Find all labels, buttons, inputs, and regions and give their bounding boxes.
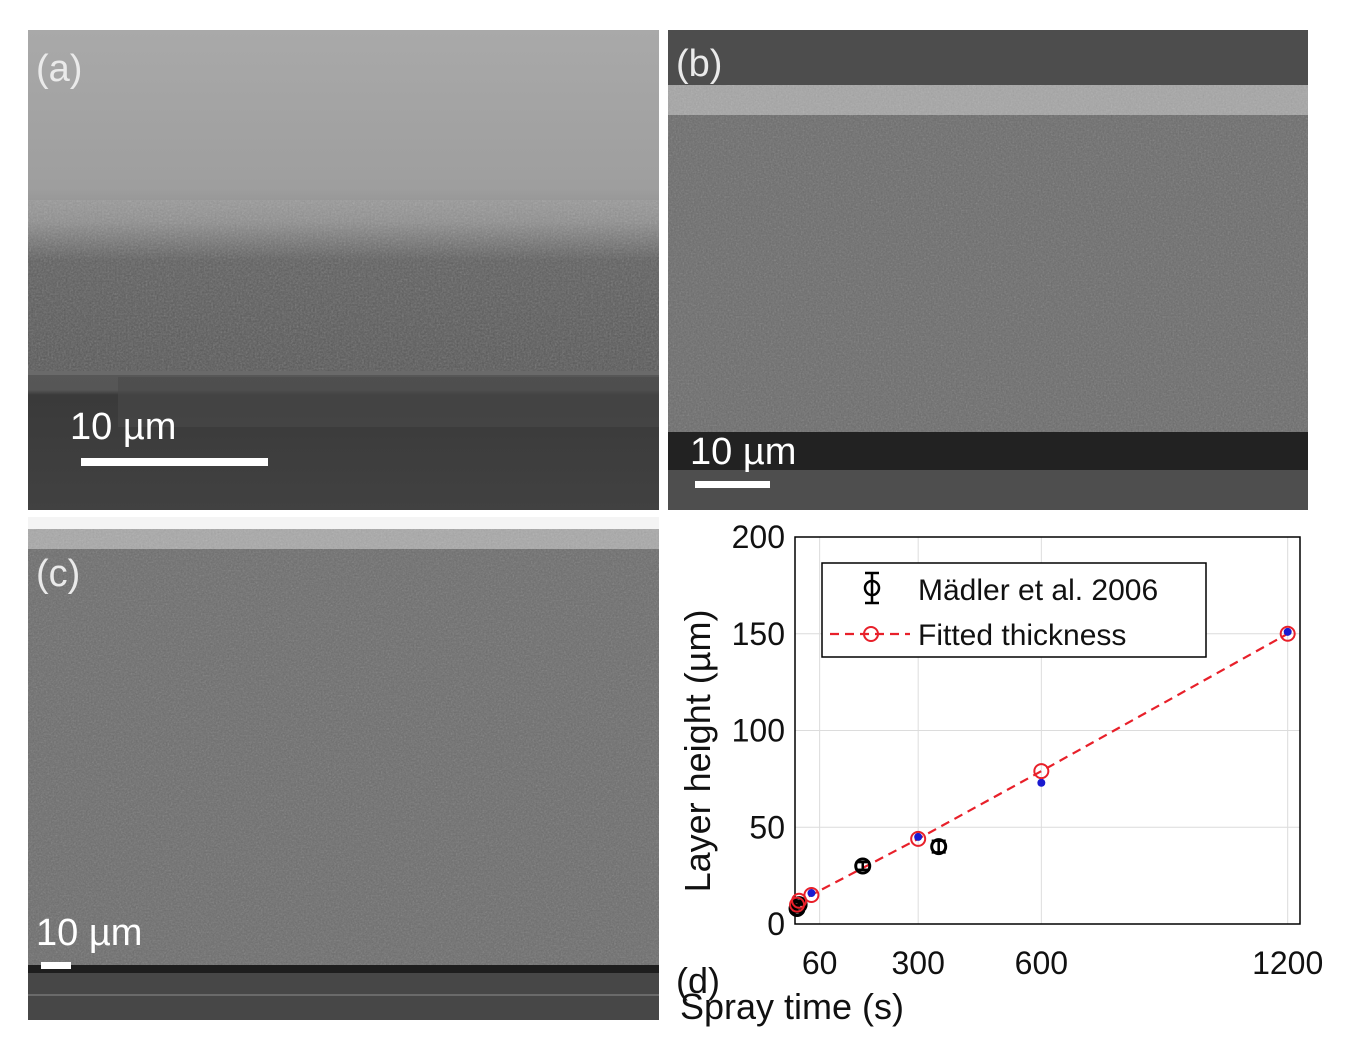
plot-frame bbox=[794, 536, 1301, 925]
legend: Mädler et al. 2006 Fitted thickness bbox=[821, 562, 1207, 658]
fitted-point bbox=[910, 830, 927, 847]
scale-bar-a bbox=[81, 458, 268, 466]
y-tick-label: 200 bbox=[732, 519, 785, 555]
inner-data-point bbox=[914, 832, 923, 841]
y-tick-label: 50 bbox=[749, 809, 785, 845]
sem-image-c bbox=[28, 517, 659, 1020]
inner-data-point bbox=[1283, 627, 1292, 636]
scale-bar-label-a: 10 µm bbox=[70, 406, 177, 448]
sem-image-a bbox=[28, 30, 659, 510]
fitted-point bbox=[1033, 763, 1050, 780]
data-marker bbox=[930, 838, 948, 856]
x-tick-label: 300 bbox=[891, 945, 944, 981]
inner-data-point bbox=[1037, 778, 1046, 787]
y-tick-label: 150 bbox=[732, 616, 785, 652]
sem-panel-a: (a) 10 µm bbox=[28, 30, 659, 510]
panel-label-c: (c) bbox=[36, 553, 81, 595]
legend-label-madler: Mädler et al. 2006 bbox=[918, 574, 1158, 607]
y-tick-label: 100 bbox=[732, 713, 785, 749]
legend-marker-madler bbox=[863, 571, 881, 605]
y-tick-labels: 0 50 100 150 200 bbox=[732, 519, 785, 942]
scale-bar-label-b: 10 µm bbox=[690, 431, 797, 473]
panel-label-b: (b) bbox=[676, 43, 723, 85]
data-marker bbox=[854, 857, 872, 875]
legend-box bbox=[821, 562, 1207, 658]
y-tick-label: 0 bbox=[767, 906, 785, 942]
x-tick-label: 60 bbox=[802, 945, 838, 981]
chart-panel-d: 60 300 600 1200 0 50 100 150 200 Spray time (s)… bbox=[660, 517, 1360, 1051]
chart-svg: 60 300 600 1200 0 50 100 150 200 Spray time (s)… bbox=[676, 519, 1323, 1027]
data-point-madler bbox=[930, 838, 948, 856]
fitted-point bbox=[1279, 625, 1296, 642]
inner-data-point bbox=[807, 889, 816, 898]
legend-label-fitted: Fitted thickness bbox=[918, 619, 1126, 652]
data-point-madler bbox=[854, 857, 872, 875]
panel-label-d: (d) bbox=[676, 960, 720, 1001]
x-axis-label: Spray time (s) bbox=[680, 986, 904, 1027]
chart-marks bbox=[788, 625, 1296, 918]
panel-label-a: (a) bbox=[36, 48, 83, 90]
scale-bar-label-c: 10 µm bbox=[36, 912, 143, 954]
x-tick-label: 1200 bbox=[1252, 945, 1323, 981]
x-tick-labels: 60 300 600 1200 bbox=[802, 945, 1323, 981]
x-tick-label: 600 bbox=[1015, 945, 1068, 981]
sem-image-b bbox=[668, 30, 1308, 510]
legend-marker-fitted bbox=[830, 626, 910, 642]
sem-panel-c: (c) 10 µm bbox=[28, 517, 659, 1020]
scale-bar-b bbox=[695, 481, 770, 488]
sem-panel-b: (b) 10 µm bbox=[668, 30, 1308, 510]
y-axis-label: Layer height (µm) bbox=[677, 610, 718, 893]
scale-bar-c bbox=[41, 962, 71, 969]
fitted-point bbox=[803, 886, 820, 903]
